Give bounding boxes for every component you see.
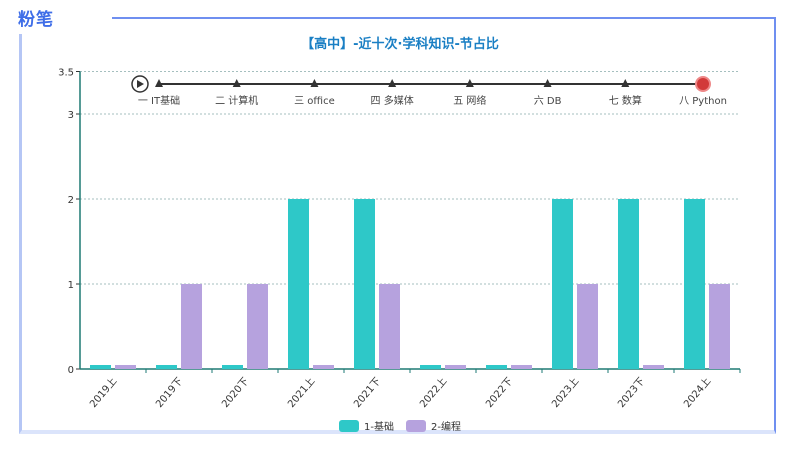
y-tick-label: 3 — [68, 110, 74, 121]
bar-2 — [379, 284, 400, 369]
timeline-label[interactable]: 一 IT基础 — [138, 94, 180, 107]
bar-1 — [684, 199, 705, 369]
bar-1 — [354, 199, 375, 369]
brand-logo: 粉笔 — [0, 0, 112, 34]
legend-swatch — [406, 419, 426, 432]
timeline-marker[interactable] — [465, 79, 474, 87]
bar-2 — [181, 284, 202, 369]
legend-item-1[interactable]: 1-基础 — [339, 418, 394, 433]
timeline-marker[interactable] — [621, 79, 630, 87]
bar-2 — [643, 365, 664, 369]
x-tick-label: 2022上 — [417, 375, 449, 410]
y-tick-label: 1 — [68, 280, 74, 291]
x-tick-label: 2021下 — [352, 376, 383, 410]
timeline-marker[interactable] — [543, 79, 552, 87]
chart-title: 【高中】-近十次·学科知识-节占比 — [301, 37, 499, 52]
x-tick-label: 2019上 — [87, 375, 119, 410]
timeline-marker[interactable] — [310, 79, 319, 87]
timeline-marker[interactable] — [155, 79, 163, 87]
legend-item-2[interactable]: 2-编程 — [406, 418, 461, 433]
timeline-label[interactable]: 二 计算机 — [215, 94, 258, 107]
timeline-current-marker[interactable] — [695, 76, 711, 92]
bar-1 — [618, 199, 639, 369]
play-icon-glyph — [137, 80, 144, 88]
timeline-label[interactable]: 六 DB — [534, 95, 562, 107]
legend: 1-基础 2-编程 — [0, 418, 800, 433]
bar-2 — [313, 365, 334, 369]
timeline-label[interactable]: 四 多媒体 — [371, 94, 414, 107]
bar-2 — [709, 284, 730, 369]
x-tick-label: 2023下 — [616, 376, 647, 410]
card-frame — [19, 17, 776, 434]
legend-label: 1-基础 — [364, 422, 394, 433]
bar-1 — [420, 365, 441, 369]
timeline-label[interactable]: 三 office — [294, 96, 335, 107]
timeline-label[interactable]: 七 数算 — [609, 94, 642, 107]
legend-swatch — [339, 419, 360, 432]
bar-2 — [115, 365, 136, 369]
bar-2 — [445, 365, 466, 369]
x-tick-label: 2023上 — [549, 375, 581, 410]
bar-2 — [577, 284, 598, 369]
bar-1 — [486, 365, 507, 369]
logo-text: 粉笔 — [18, 9, 54, 30]
bar-1 — [222, 365, 243, 369]
bar-2 — [247, 284, 268, 369]
y-tick-label: 2 — [68, 195, 74, 206]
x-tick-label: 2022下 — [484, 376, 515, 410]
x-tick-label: 2020下 — [220, 376, 251, 410]
bar-1 — [156, 365, 177, 369]
legend-label: 2-编程 — [431, 422, 461, 433]
bar-1 — [552, 199, 573, 369]
timeline-marker[interactable] — [388, 79, 397, 87]
timeline-label[interactable]: 八 Python — [679, 96, 727, 107]
y-tick-label: 0 — [68, 365, 74, 376]
timeline-marker[interactable] — [232, 79, 241, 87]
bar-1 — [288, 199, 309, 369]
bar-2 — [511, 365, 532, 369]
timeline-label[interactable]: 五 网络 — [453, 94, 486, 107]
x-tick-label: 2021上 — [285, 375, 317, 410]
y-tick-label: 3.5 — [58, 68, 74, 79]
x-tick-label: 2019下 — [154, 376, 185, 410]
x-tick-label: 2024上 — [681, 375, 713, 410]
bar-1 — [90, 365, 111, 369]
